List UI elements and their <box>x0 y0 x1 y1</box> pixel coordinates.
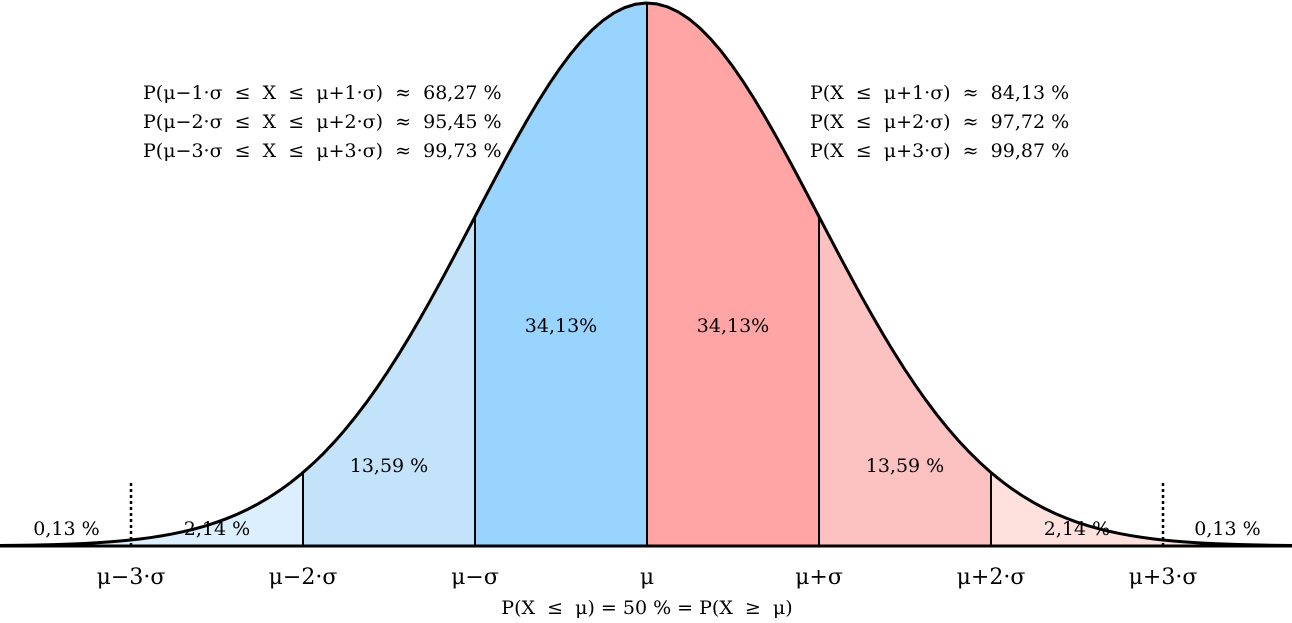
right-annotations: P(X ≤ μ+1·σ) ≈ 84,13 % P(X ≤ μ+2·σ) ≈ 97… <box>810 82 1069 162</box>
annotation-left-3: P(μ−3·σ ≤ X ≤ μ+3·σ) ≈ 99,73 % <box>143 140 502 162</box>
bell-curve <box>0 1 1292 548</box>
annotation-right-1: P(X ≤ μ+1·σ) ≈ 84,13 % <box>810 82 1069 104</box>
region-label: 13,59 % <box>866 455 945 477</box>
annotation-left-2: P(μ−2·σ ≤ X ≤ μ+2·σ) ≈ 95,45 % <box>143 111 502 133</box>
x-tick-label: μ+3·σ <box>1129 565 1198 590</box>
sigma-divider-lines <box>302 3 992 546</box>
annotation-left-1: P(μ−1·σ ≤ X ≤ μ+1·σ) ≈ 68,27 % <box>143 82 502 104</box>
annotation-right-2: P(X ≤ μ+2·σ) ≈ 97,72 % <box>810 111 1069 133</box>
x-tick-label: μ+2·σ <box>957 565 1026 590</box>
annotation-right-3: P(X ≤ μ+3·σ) ≈ 99,87 % <box>810 140 1069 162</box>
region-0 <box>2 472 303 546</box>
x-tick-label: μ−2·σ <box>269 565 338 590</box>
tail-label: 2,14 % <box>1044 518 1110 540</box>
region-label: 34,13% <box>525 315 597 337</box>
x-tick-label: μ+σ <box>795 565 843 590</box>
bottom-caption: P(X ≤ μ) = 50 % = P(X ≥ μ) <box>501 597 792 619</box>
region-3 <box>647 3 819 546</box>
dotted-markers <box>129 482 1165 546</box>
region-label: 34,13% <box>697 315 769 337</box>
left-annotations: P(μ−1·σ ≤ X ≤ μ+1·σ) ≈ 68,27 % P(μ−2·σ ≤… <box>143 82 502 162</box>
tail-label: 2,14 % <box>184 518 250 540</box>
x-tick-label: μ <box>640 565 654 590</box>
x-tick-labels: μ−3·σ μ−2·σ μ−σ μ μ+σ μ+2·σ μ+3·σ <box>97 565 1198 590</box>
tail-label: 0,13 % <box>1194 518 1260 540</box>
region-label: 13,59 % <box>350 455 429 477</box>
region-percent-labels: 13,59 % 34,13% 34,13% 13,59 % 0,13 % 2,14 % 2,… <box>33 315 1260 540</box>
x-tick-label: μ−3·σ <box>97 565 166 590</box>
x-tick-label: μ−σ <box>451 565 499 590</box>
tail-label: 0,13 % <box>33 518 99 540</box>
region-5 <box>991 472 1292 546</box>
